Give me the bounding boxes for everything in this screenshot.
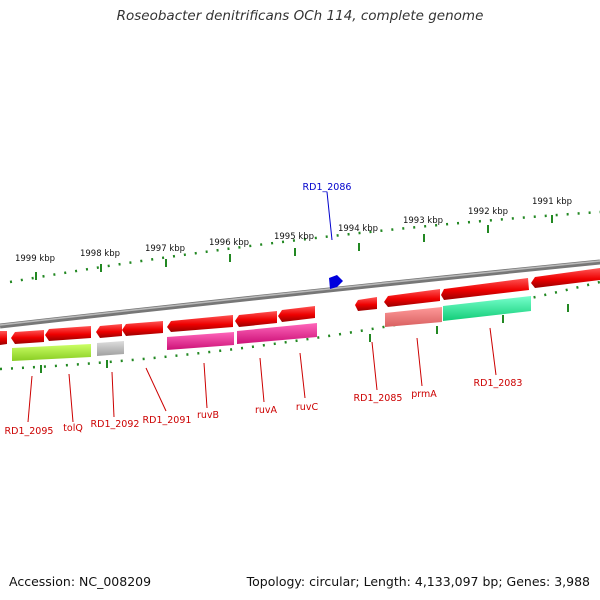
gene-label[interactable]: prmA (411, 389, 437, 400)
cds-arrow[interactable] (355, 297, 377, 311)
cds-arrow[interactable] (122, 321, 163, 336)
kbp-label: 1998 kbp (80, 249, 120, 259)
feature-band-magenta[interactable] (167, 332, 234, 350)
gene-label[interactable]: tolQ (63, 423, 83, 434)
gene-label[interactable]: ruvA (255, 405, 278, 416)
feature-band-gray[interactable] (97, 341, 124, 356)
feature-band-pink[interactable] (385, 307, 442, 327)
kbp-label: 1999 kbp (15, 254, 55, 264)
cds-arrow[interactable] (235, 311, 277, 327)
feature-band-magenta[interactable] (237, 323, 317, 344)
cds-arrow[interactable] (96, 324, 122, 338)
genome-stats-text: Topology: circular; Length: 4,133,097 bp… (246, 574, 590, 589)
cds-outer-row-left (0, 306, 315, 345)
map-title: Roseobacter denitrificans OCh 114, compl… (116, 8, 484, 24)
highlight-gene-arrow[interactable] (329, 275, 343, 289)
cds-arrow[interactable] (11, 330, 44, 344)
gene-label[interactable]: RD1_2085 (354, 393, 403, 404)
feature-band-yellowgreen[interactable] (12, 344, 91, 361)
gene-label[interactable]: ruvB (197, 410, 219, 421)
gene-label[interactable]: RD1_2092 (91, 419, 140, 430)
cds-arrow[interactable] (45, 326, 91, 341)
highlight-pointer (326, 191, 333, 241)
gene-label[interactable]: RD1_2091 (143, 415, 192, 426)
gene-labels: RD1_2095 tolQ RD1_2092 RD1_2091 ruvB ruv… (5, 378, 523, 437)
kbp-label: 1993 kbp (403, 216, 443, 226)
kbp-label: 1995 kbp (274, 232, 314, 242)
cds-arrow[interactable] (0, 331, 7, 345)
cds-arrow[interactable] (167, 315, 233, 332)
feature-band-mint[interactable] (443, 296, 531, 321)
genome-backbone (0, 259, 600, 329)
cds-arrow[interactable] (278, 306, 315, 322)
inner-major-ticks (40, 304, 569, 373)
cds-arrow[interactable] (384, 289, 440, 307)
kbp-label: 1992 kbp (468, 207, 508, 217)
gene-label[interactable]: ruvC (296, 402, 319, 413)
gene-label[interactable]: RD1_2095 (5, 426, 54, 437)
gene-label[interactable]: RD1_2083 (474, 378, 523, 389)
cds-arrow[interactable] (441, 278, 529, 300)
cds-arrow[interactable] (531, 268, 600, 288)
kbp-labels: 1999 kbp 1998 kbp 1997 kbp 1996 kbp 1995… (15, 197, 572, 264)
kbp-label: 1997 kbp (145, 244, 185, 254)
kbp-label: 1996 kbp (209, 238, 249, 248)
outer-major-ticks (35, 215, 553, 280)
accession-text: Accession: NC_008209 (9, 574, 152, 589)
cds-outer-row (355, 268, 600, 311)
gene-label-pointers (27, 327, 497, 423)
feature-band-row (12, 296, 531, 361)
highlight-gene-label[interactable]: RD1_2086 (303, 182, 352, 193)
kbp-label: 1994 kbp (338, 224, 378, 234)
kbp-label: 1991 kbp (532, 197, 572, 207)
